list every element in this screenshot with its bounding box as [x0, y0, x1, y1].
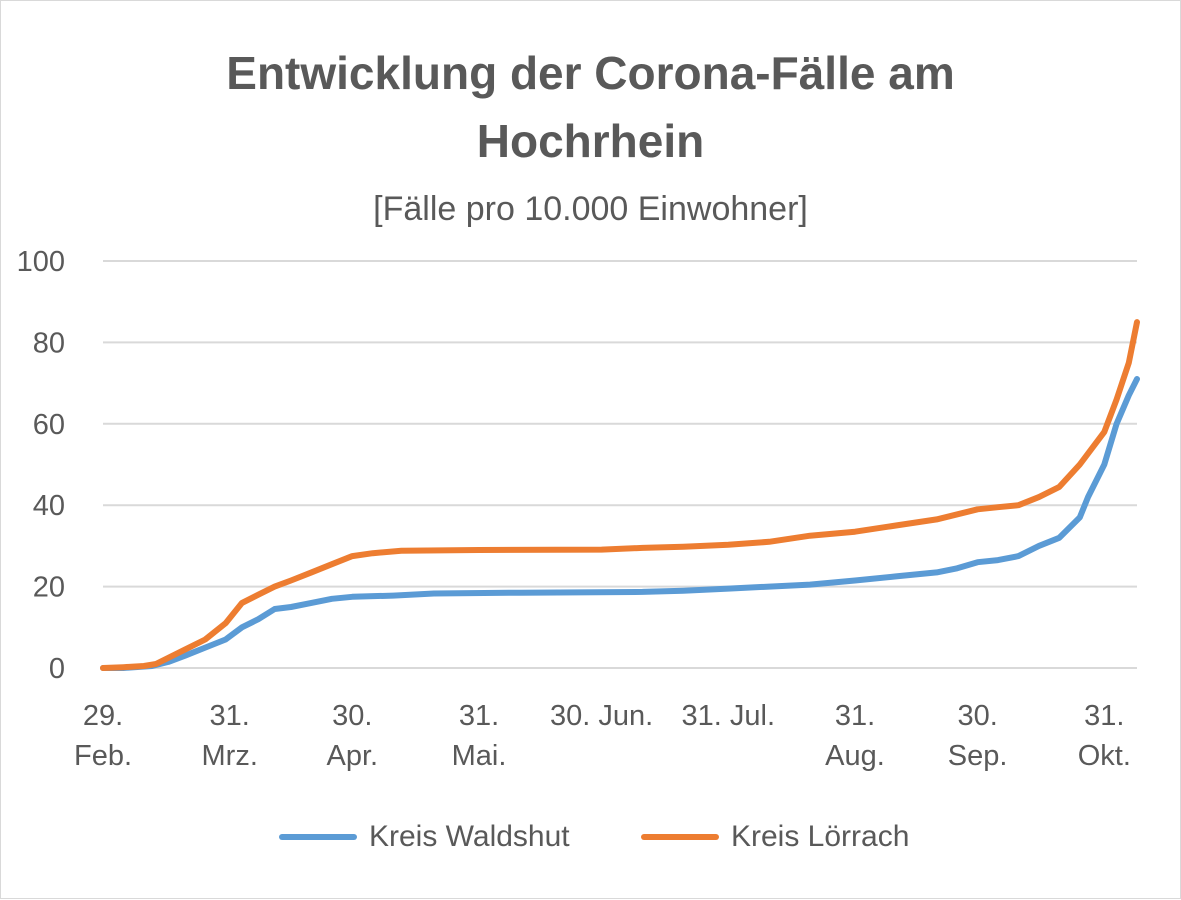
y-tick-label: 100 [17, 246, 65, 278]
chart-title-line-1: Entwicklung der Corona-Fälle am [226, 47, 955, 99]
y-tick-label: 0 [49, 653, 65, 685]
legend-item-waldshut: Kreis Waldshut [279, 813, 570, 861]
y-tick-label: 60 [33, 409, 65, 441]
legend-swatch-loerrach [641, 834, 719, 840]
x-tick-label: 30. Apr. [327, 700, 379, 772]
chart-title-line-2: Hochrhein [476, 115, 705, 167]
x-tick-label: 30. Jun. [550, 700, 653, 732]
chart-subtitle: [Fälle pro 10.000 Einwohner] [373, 190, 808, 228]
y-tick-label: 20 [33, 572, 65, 604]
legend-label-loerrach: Kreis Lörrach [731, 820, 910, 853]
x-tick-label: 31. Mrz. [202, 700, 258, 772]
legend-swatch-waldshut [279, 834, 357, 840]
legend-item-loerrach: Kreis Lörrach [641, 813, 909, 861]
series-line-0 [100, 376, 1140, 671]
x-tick-label: 29. Feb. [74, 700, 132, 772]
x-tick-label: 31. Mai. [452, 700, 507, 772]
series-line-1 [100, 319, 1140, 671]
x-tick-label: 31. Aug. [825, 700, 885, 772]
y-tick-label: 40 [33, 490, 65, 522]
x-tick-label: 30. Sep. [948, 700, 1008, 772]
x-tick-label: 31. Okt. [1078, 700, 1131, 772]
legend-label-waldshut: Kreis Waldshut [369, 820, 570, 853]
y-tick-label: 80 [33, 327, 65, 359]
x-tick-label: 31. Jul. [682, 700, 776, 732]
